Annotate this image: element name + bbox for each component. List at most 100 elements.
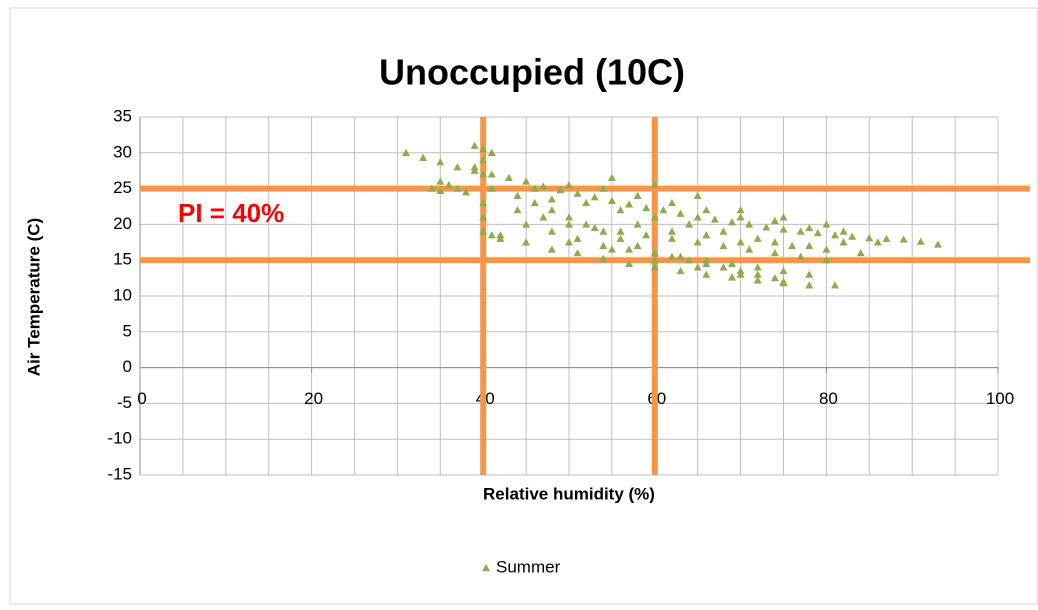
point — [839, 227, 848, 235]
y-tick-label: 30 — [113, 142, 132, 161]
y-axis-label: Air Temperature (C) — [24, 218, 43, 376]
point — [719, 227, 728, 235]
point — [685, 256, 694, 264]
point — [667, 234, 676, 242]
point — [753, 263, 762, 271]
point — [933, 240, 942, 248]
point — [633, 220, 642, 228]
point — [616, 234, 625, 242]
point — [745, 220, 754, 228]
point — [487, 148, 496, 156]
point — [676, 252, 685, 260]
point — [556, 186, 565, 194]
point — [736, 206, 745, 214]
point — [573, 189, 582, 197]
point — [642, 203, 651, 212]
point — [753, 270, 762, 278]
point — [805, 281, 814, 289]
point — [522, 238, 531, 246]
point — [547, 245, 556, 253]
point — [470, 163, 479, 171]
x-tick-label: 100 — [986, 389, 1014, 408]
point — [616, 206, 625, 214]
point — [693, 191, 702, 199]
point — [462, 188, 471, 196]
point — [745, 245, 754, 253]
y-tick-label: 0 — [123, 357, 132, 376]
point — [762, 223, 771, 231]
point — [667, 227, 676, 235]
y-tick-label: 15 — [113, 250, 132, 269]
point — [710, 215, 719, 223]
point — [848, 232, 857, 240]
point — [702, 270, 711, 278]
point — [753, 276, 762, 284]
point — [444, 181, 453, 189]
point — [565, 238, 573, 246]
point — [650, 249, 659, 257]
point — [796, 227, 805, 235]
point — [487, 170, 496, 178]
point — [779, 213, 788, 221]
point — [573, 249, 582, 257]
point — [479, 213, 488, 221]
point — [805, 241, 814, 250]
point — [401, 148, 410, 156]
point — [770, 274, 779, 282]
point — [728, 259, 737, 267]
point — [607, 245, 616, 253]
point — [650, 263, 659, 271]
point — [513, 206, 522, 214]
point — [599, 227, 608, 235]
point — [873, 238, 882, 246]
point — [796, 252, 805, 260]
point — [830, 231, 839, 239]
point — [728, 218, 737, 226]
point — [667, 198, 676, 207]
point — [693, 263, 702, 271]
point — [625, 259, 634, 267]
y-tick-label: 5 — [123, 321, 132, 340]
point — [702, 231, 711, 239]
point — [728, 273, 737, 281]
point — [822, 256, 831, 264]
point — [599, 241, 608, 250]
point — [513, 191, 522, 199]
point — [479, 145, 488, 153]
point — [547, 206, 556, 214]
point — [496, 231, 505, 239]
point — [419, 153, 428, 162]
point — [736, 213, 745, 221]
x-tick-label: 80 — [819, 389, 838, 408]
point — [642, 231, 651, 239]
legend-marker — [482, 564, 490, 572]
y-tick-label: -5 — [117, 393, 132, 412]
point — [736, 238, 745, 246]
point — [788, 241, 797, 250]
chart-frame — [9, 7, 1038, 605]
y-tick-label: 20 — [113, 214, 132, 233]
point — [916, 237, 925, 245]
point — [770, 216, 779, 225]
point — [436, 177, 445, 185]
point — [650, 256, 659, 264]
chart-title: Unoccupied (10C) — [379, 52, 685, 93]
point — [453, 163, 462, 171]
point — [470, 141, 479, 149]
point — [530, 198, 539, 207]
point — [436, 186, 445, 194]
point — [882, 234, 891, 242]
point — [753, 234, 762, 242]
point — [633, 241, 642, 250]
point — [565, 181, 573, 189]
point — [607, 173, 616, 182]
point — [719, 241, 728, 250]
point — [427, 184, 436, 192]
y-tick-label: -10 — [107, 429, 132, 448]
point — [487, 231, 496, 239]
point — [479, 227, 488, 235]
y-tick-label: -15 — [107, 464, 132, 483]
x-axis-label: Relative humidity (%) — [483, 484, 655, 503]
point — [693, 238, 702, 246]
